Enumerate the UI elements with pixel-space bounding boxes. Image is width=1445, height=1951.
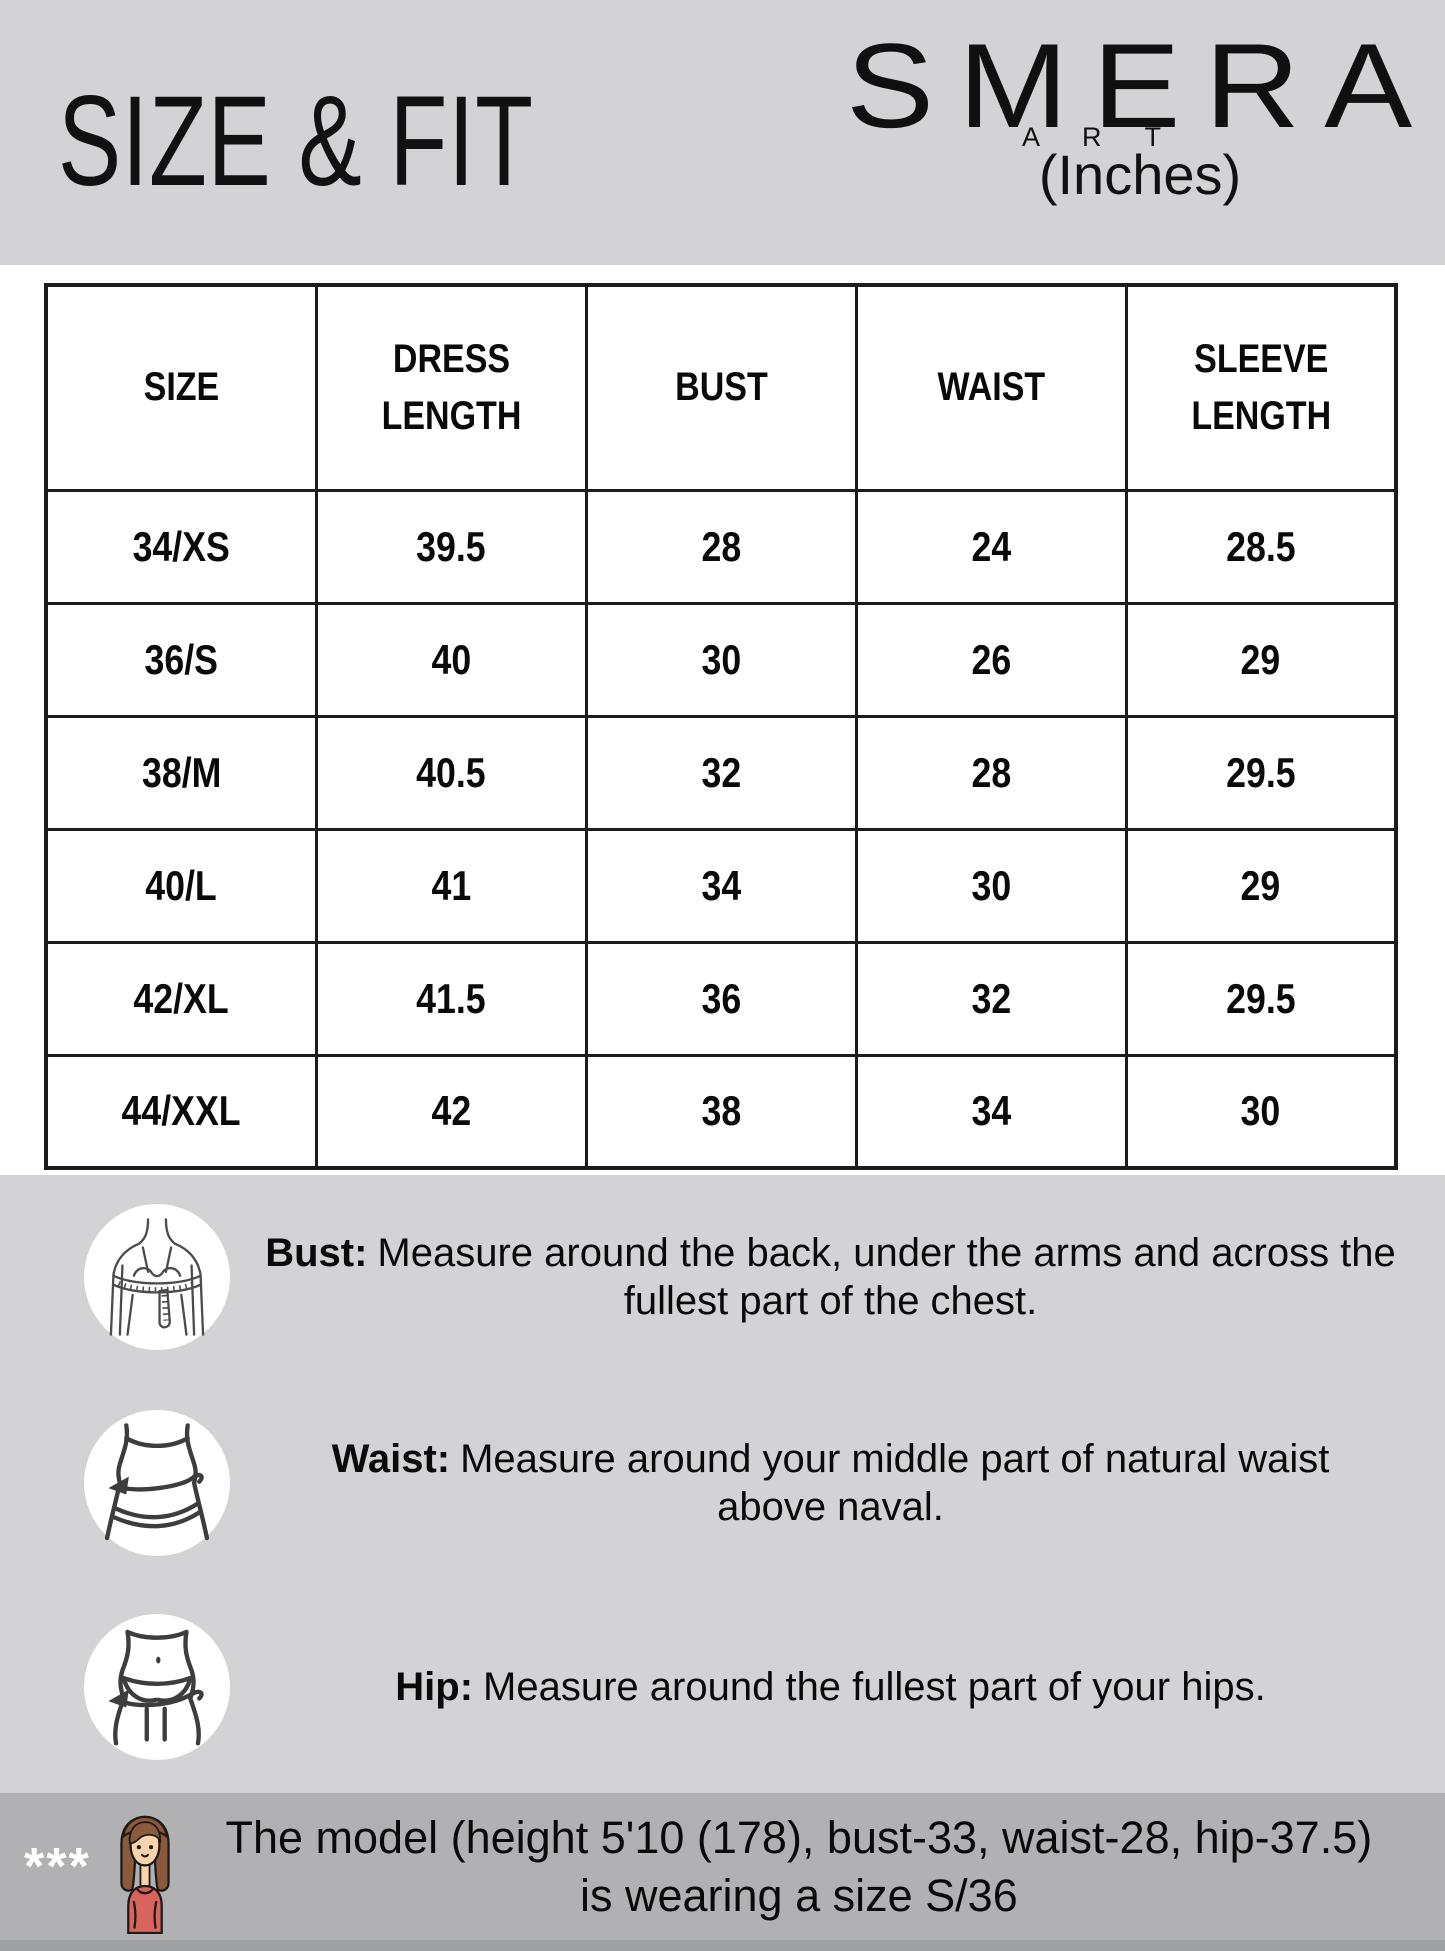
column-header-dress-length: DRESS LENGTH: [314, 283, 588, 492]
cell-bust: 34: [584, 827, 858, 944]
brand-logo: SMERA A R T: [846, 26, 1426, 176]
model-avatar-icon: [107, 1813, 183, 1935]
cell-waist: 32: [854, 940, 1128, 1057]
waist-instruction-text: Waist: Measure around your middle part of…: [260, 1435, 1401, 1531]
footer-band: *** The mo: [0, 1793, 1445, 1940]
size-chart-header: SIZE DRESS LENGTH BUST WAIST SLEEVE LENG…: [44, 283, 1398, 492]
unit-label: (Inches): [1038, 143, 1242, 206]
column-header-bust: BUST: [584, 283, 858, 492]
bottom-strip: [0, 1940, 1445, 1951]
model-note-line1: The model (height 5'10 (178), bust-33, w…: [225, 1812, 1373, 1864]
cell-waist: 26: [854, 601, 1128, 718]
cell-sleeve-length: 29.5: [1124, 940, 1398, 1057]
waist-measure-icon: [84, 1410, 230, 1556]
cell-size: 36/S: [44, 601, 318, 718]
table-row: 44/XXL 42 38 34 30: [44, 1053, 1398, 1170]
hip-label: Hip:: [395, 1665, 474, 1709]
brand-wordmark: SMERA: [846, 19, 1437, 153]
table-row: 42/XL 41.5 36 32 29.5: [44, 940, 1398, 1057]
cell-dress-length: 39.5: [314, 488, 588, 605]
brand-submark: A R T: [1022, 122, 1180, 152]
table-row: 40/L 41 34 30 29: [44, 827, 1398, 944]
model-note: The model (height 5'10 (178), bust-33, w…: [183, 1809, 1415, 1923]
cell-waist: 24: [854, 488, 1128, 605]
table-header-row: SIZE DRESS LENGTH BUST WAIST SLEEVE LENG…: [44, 283, 1398, 492]
column-header-waist: WAIST: [854, 283, 1128, 492]
column-header-sleeve-length: SLEEVE LENGTH: [1124, 283, 1398, 492]
cell-size: 40/L: [44, 827, 318, 944]
cell-bust: 36: [584, 940, 858, 1057]
waist-label: Waist:: [331, 1437, 451, 1481]
size-chart-table: SIZE DRESS LENGTH BUST WAIST SLEEVE LENG…: [44, 283, 1398, 1170]
cell-dress-length: 41: [314, 827, 588, 944]
cell-size: 38/M: [44, 714, 318, 831]
cell-dress-length: 42: [314, 1053, 588, 1170]
table-row: 34/XS 39.5 28 24 28.5: [44, 488, 1398, 605]
cell-sleeve-length: 29.5: [1124, 714, 1398, 831]
bust-instruction-row: Bust: Measure around the back, under the …: [0, 1197, 1445, 1357]
cell-sleeve-length: 29: [1124, 601, 1398, 718]
measure-guide-band: Bust: Measure around the back, under the …: [0, 1175, 1445, 1793]
waist-text: Measure around your middle part of natur…: [460, 1437, 1330, 1529]
footnote-asterisks: ***: [24, 1837, 91, 1896]
column-header-size: SIZE: [44, 283, 318, 492]
cell-size: 42/XL: [44, 940, 318, 1057]
cell-dress-length: 41.5: [314, 940, 588, 1057]
hip-instruction-row: Hip: Measure around the fullest part of y…: [0, 1607, 1445, 1767]
model-note-line2: is wearing a size S/36: [580, 1869, 1018, 1921]
cell-waist: 30: [854, 827, 1128, 944]
table-band: SIZE DRESS LENGTH BUST WAIST SLEEVE LENG…: [0, 265, 1445, 1175]
cell-sleeve-length: 30: [1124, 1053, 1398, 1170]
cell-bust: 30: [584, 601, 858, 718]
bust-instruction-text: Bust: Measure around the back, under the …: [260, 1229, 1401, 1325]
table-row: 36/S 40 30 26 29: [44, 601, 1398, 718]
header-band: SIZE & FIT SMERA A R T (Inches): [0, 0, 1445, 265]
page-title: SIZE & FIT: [58, 70, 534, 213]
bust-text: Measure around the back, under the arms …: [377, 1231, 1396, 1323]
bust-measure-icon: [84, 1204, 230, 1350]
bust-label: Bust:: [265, 1231, 368, 1275]
cell-size: 44/XXL: [44, 1053, 318, 1170]
cell-bust: 32: [584, 714, 858, 831]
hip-text: Measure around the fullest part of your …: [483, 1665, 1266, 1709]
cell-sleeve-length: 28.5: [1124, 488, 1398, 605]
cell-dress-length: 40: [314, 601, 588, 718]
table-row: 38/M 40.5 32 28 29.5: [44, 714, 1398, 831]
cell-sleeve-length: 29: [1124, 827, 1398, 944]
cell-bust: 38: [584, 1053, 858, 1170]
cell-size: 34/XS: [44, 488, 318, 605]
waist-instruction-row: Waist: Measure around your middle part of…: [0, 1403, 1445, 1563]
size-chart-body: 34/XS 39.5 28 24 28.5 36/S 40 30 26 29 3…: [44, 488, 1398, 1170]
cell-bust: 28: [584, 488, 858, 605]
cell-dress-length: 40.5: [314, 714, 588, 831]
cell-waist: 28: [854, 714, 1128, 831]
hip-instruction-text: Hip: Measure around the fullest part of y…: [260, 1663, 1401, 1711]
cell-waist: 34: [854, 1053, 1128, 1170]
hip-measure-icon: [84, 1614, 230, 1760]
